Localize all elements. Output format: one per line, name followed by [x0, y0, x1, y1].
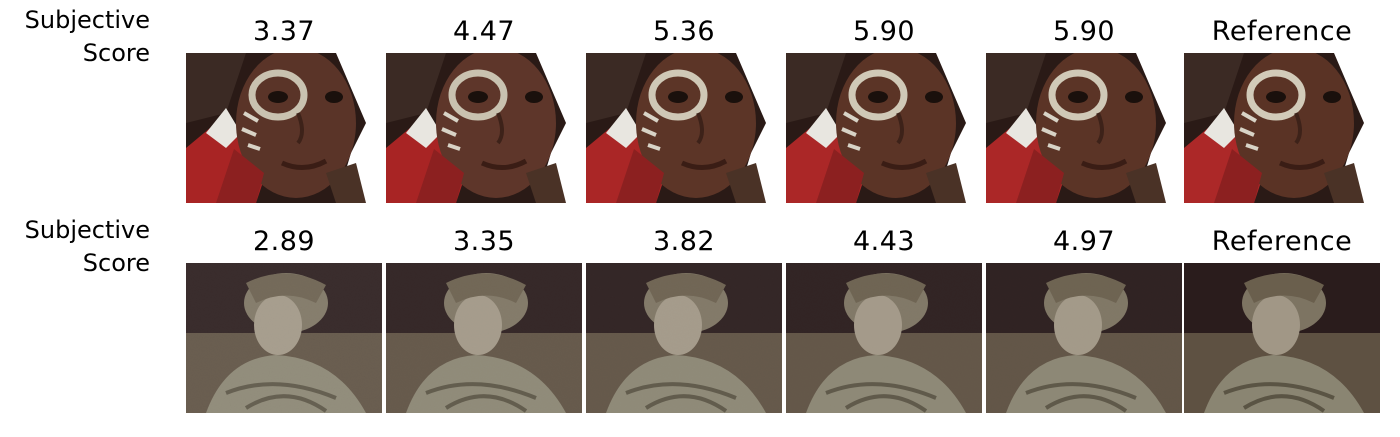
sample-cell: 3.37 — [186, 11, 382, 203]
score-label: 4.97 — [1052, 226, 1116, 257]
reference-label: Reference — [1211, 226, 1353, 257]
score-label: 2.89 — [252, 226, 316, 257]
statue-image — [386, 263, 582, 413]
comparison-row-statue: Subjective Score 2.89 3.35 — [0, 210, 1400, 415]
row-label: Subjective Score — [0, 4, 150, 70]
sample-cell: 2.89 — [186, 221, 382, 413]
row-label-line1: Subjective — [24, 216, 150, 244]
statue-image — [186, 263, 382, 413]
sample-cell: 5.90 — [786, 11, 982, 203]
statue-reference-image — [1184, 263, 1380, 413]
sample-cell: 4.43 — [786, 221, 982, 413]
statue-image — [786, 263, 982, 413]
face-image — [986, 53, 1182, 203]
score-label: 5.90 — [852, 16, 916, 47]
statue-image — [586, 263, 782, 413]
sample-cell: 5.90 — [986, 11, 1182, 203]
score-label: 5.36 — [652, 16, 716, 47]
score-label: 3.35 — [452, 226, 516, 257]
score-label: 4.47 — [452, 16, 516, 47]
comparison-row-face: Subjective Score 3.37 4. — [0, 0, 1400, 205]
reference-cell: Reference — [1184, 11, 1380, 203]
sample-cell: 5.36 — [586, 11, 782, 203]
statue-image — [986, 263, 1182, 413]
score-label: 4.43 — [852, 226, 916, 257]
sample-cell: 4.47 — [386, 11, 582, 203]
sample-cell: 3.35 — [386, 221, 582, 413]
score-label: 3.37 — [252, 16, 316, 47]
reference-cell: Reference — [1184, 221, 1380, 413]
face-image — [386, 53, 582, 203]
sample-cell: 3.82 — [586, 221, 782, 413]
score-label: 5.90 — [1052, 16, 1116, 47]
face-image — [786, 53, 982, 203]
face-image — [186, 53, 382, 203]
row-label-line2: Score — [82, 249, 150, 277]
face-image — [586, 53, 782, 203]
row-label: Subjective Score — [0, 214, 150, 280]
row-label-line2: Score — [82, 39, 150, 67]
sample-cell: 4.97 — [986, 221, 1182, 413]
row-label-line1: Subjective — [24, 6, 150, 34]
face-reference-image — [1184, 53, 1380, 203]
score-label: 3.82 — [652, 226, 716, 257]
reference-label: Reference — [1211, 16, 1353, 47]
